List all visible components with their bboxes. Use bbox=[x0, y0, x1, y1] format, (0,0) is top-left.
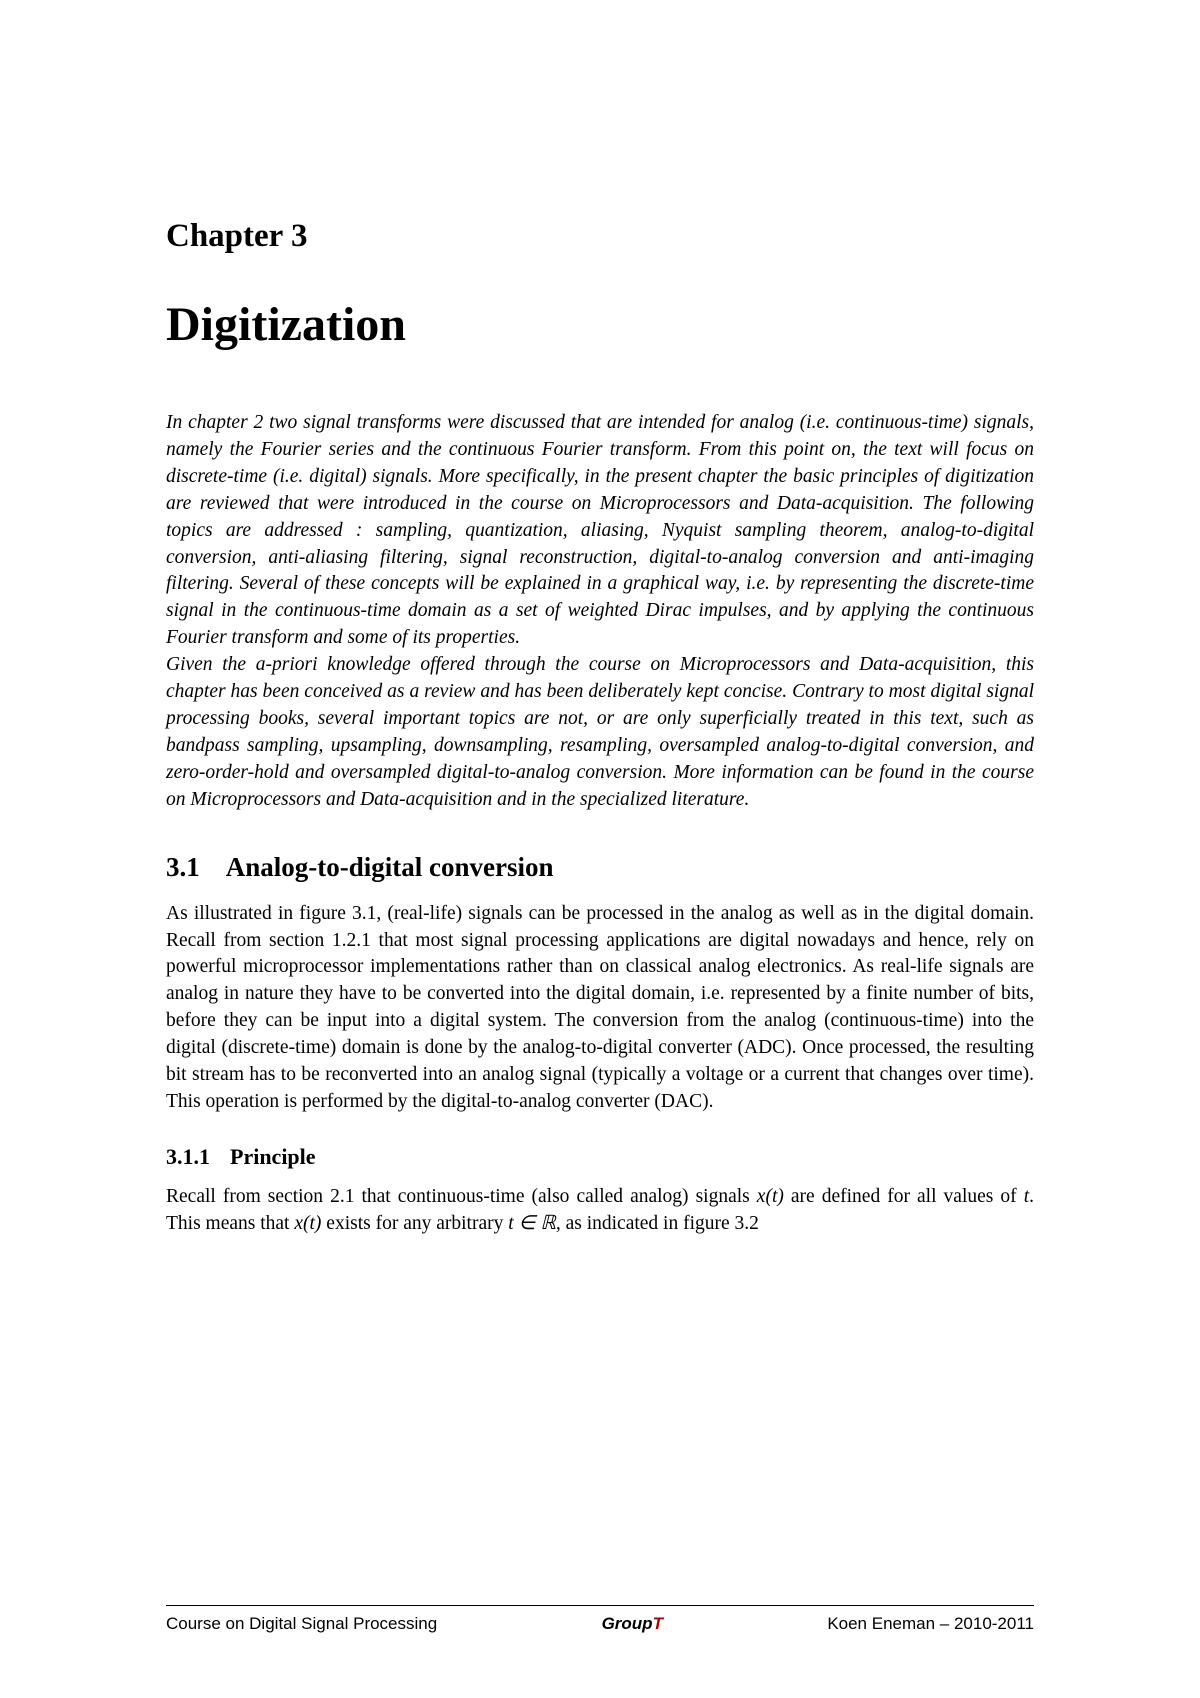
subsection-text-5: , as indicated in figure 3.2 bbox=[556, 1213, 759, 1234]
section-title: Analog-to-digital conversion bbox=[226, 852, 554, 882]
intro-para-2: Given the a-priori knowledge offered thr… bbox=[166, 654, 1034, 810]
subsection-body: Recall from section 2.1 that continuous-… bbox=[166, 1184, 1034, 1238]
math-variable-tR: t ∈ ℝ bbox=[508, 1213, 556, 1234]
footer-logo-prefix: Group bbox=[602, 1614, 653, 1633]
subsection-title: Principle bbox=[230, 1144, 316, 1169]
chapter-label: Chapter 3 bbox=[166, 218, 1034, 255]
section-body: As illustrated in figure 3.1, (real-life… bbox=[166, 901, 1034, 1116]
intro-paragraph: In chapter 2 two signal transforms were … bbox=[166, 410, 1034, 814]
subsection-heading: 3.1.1 Principle bbox=[166, 1144, 1034, 1170]
section-heading: 3.1 Analog-to-digital conversion bbox=[166, 852, 1034, 883]
subsection-number: 3.1.1 bbox=[166, 1144, 210, 1170]
footer-right: Koen Eneman – 2010-2011 bbox=[827, 1614, 1034, 1634]
math-variable-xt: x(t) bbox=[757, 1186, 784, 1207]
footer-center: GroupT bbox=[602, 1614, 663, 1634]
footer-left: Course on Digital Signal Processing bbox=[166, 1614, 437, 1634]
chapter-title: Digitization bbox=[166, 297, 1034, 352]
subsection-text-2: are defined for all values of bbox=[784, 1186, 1024, 1207]
subsection-text-1: Recall from section 2.1 that continuous-… bbox=[166, 1186, 757, 1207]
intro-para-1: In chapter 2 two signal transforms were … bbox=[166, 412, 1034, 648]
section-number: 3.1 bbox=[166, 852, 200, 883]
math-variable-xt2: x(t) bbox=[294, 1213, 321, 1234]
footer-logo-suffix: T bbox=[653, 1614, 663, 1633]
subsection-text-4: exists for any arbitrary bbox=[321, 1213, 508, 1234]
page-footer: Course on Digital Signal Processing Grou… bbox=[166, 1605, 1034, 1634]
